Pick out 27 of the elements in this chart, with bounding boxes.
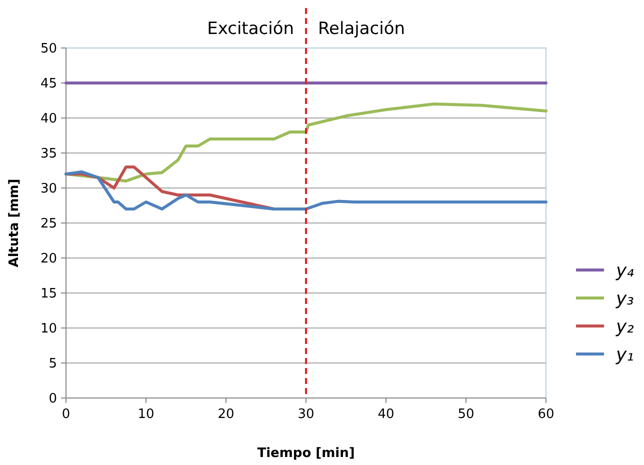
x-tick-label: 20 [218,407,234,422]
x-tick-label: 60 [538,407,554,422]
x-tick-label: 10 [138,407,154,422]
text: Excitación [207,19,294,39]
y-tick-label: 45 [40,76,57,92]
y-tick-label: 0 [48,392,57,407]
x-axis-title: Tiempo [min] [257,446,355,461]
y-tick-label: 5 [48,356,57,372]
y-tick-label: 15 [40,286,57,302]
y-tick-label: 25 [40,216,57,232]
y-axis-title: Altuta [mm] [7,178,22,268]
y-tick-label: 35 [40,146,57,162]
legend-label: y₂ [615,316,634,338]
y-tick-label: 10 [40,322,57,337]
text: Relajación [318,19,406,39]
x-tick-label: 30 [298,407,314,422]
x-tick-label: 40 [378,407,394,422]
legend-label: y₃ [615,288,634,310]
line-series [64,170,548,210]
x-tick-label: 50 [458,407,474,422]
y-tick-label: 50 [40,42,57,57]
legend-label: y₄ [615,260,635,282]
y-tick-label: 40 [40,112,57,127]
legend-label: y₁ [615,344,634,366]
y-tick-label: 30 [40,182,57,197]
x-tick-label: 0 [62,407,70,422]
y-tick-label: 20 [40,252,57,267]
